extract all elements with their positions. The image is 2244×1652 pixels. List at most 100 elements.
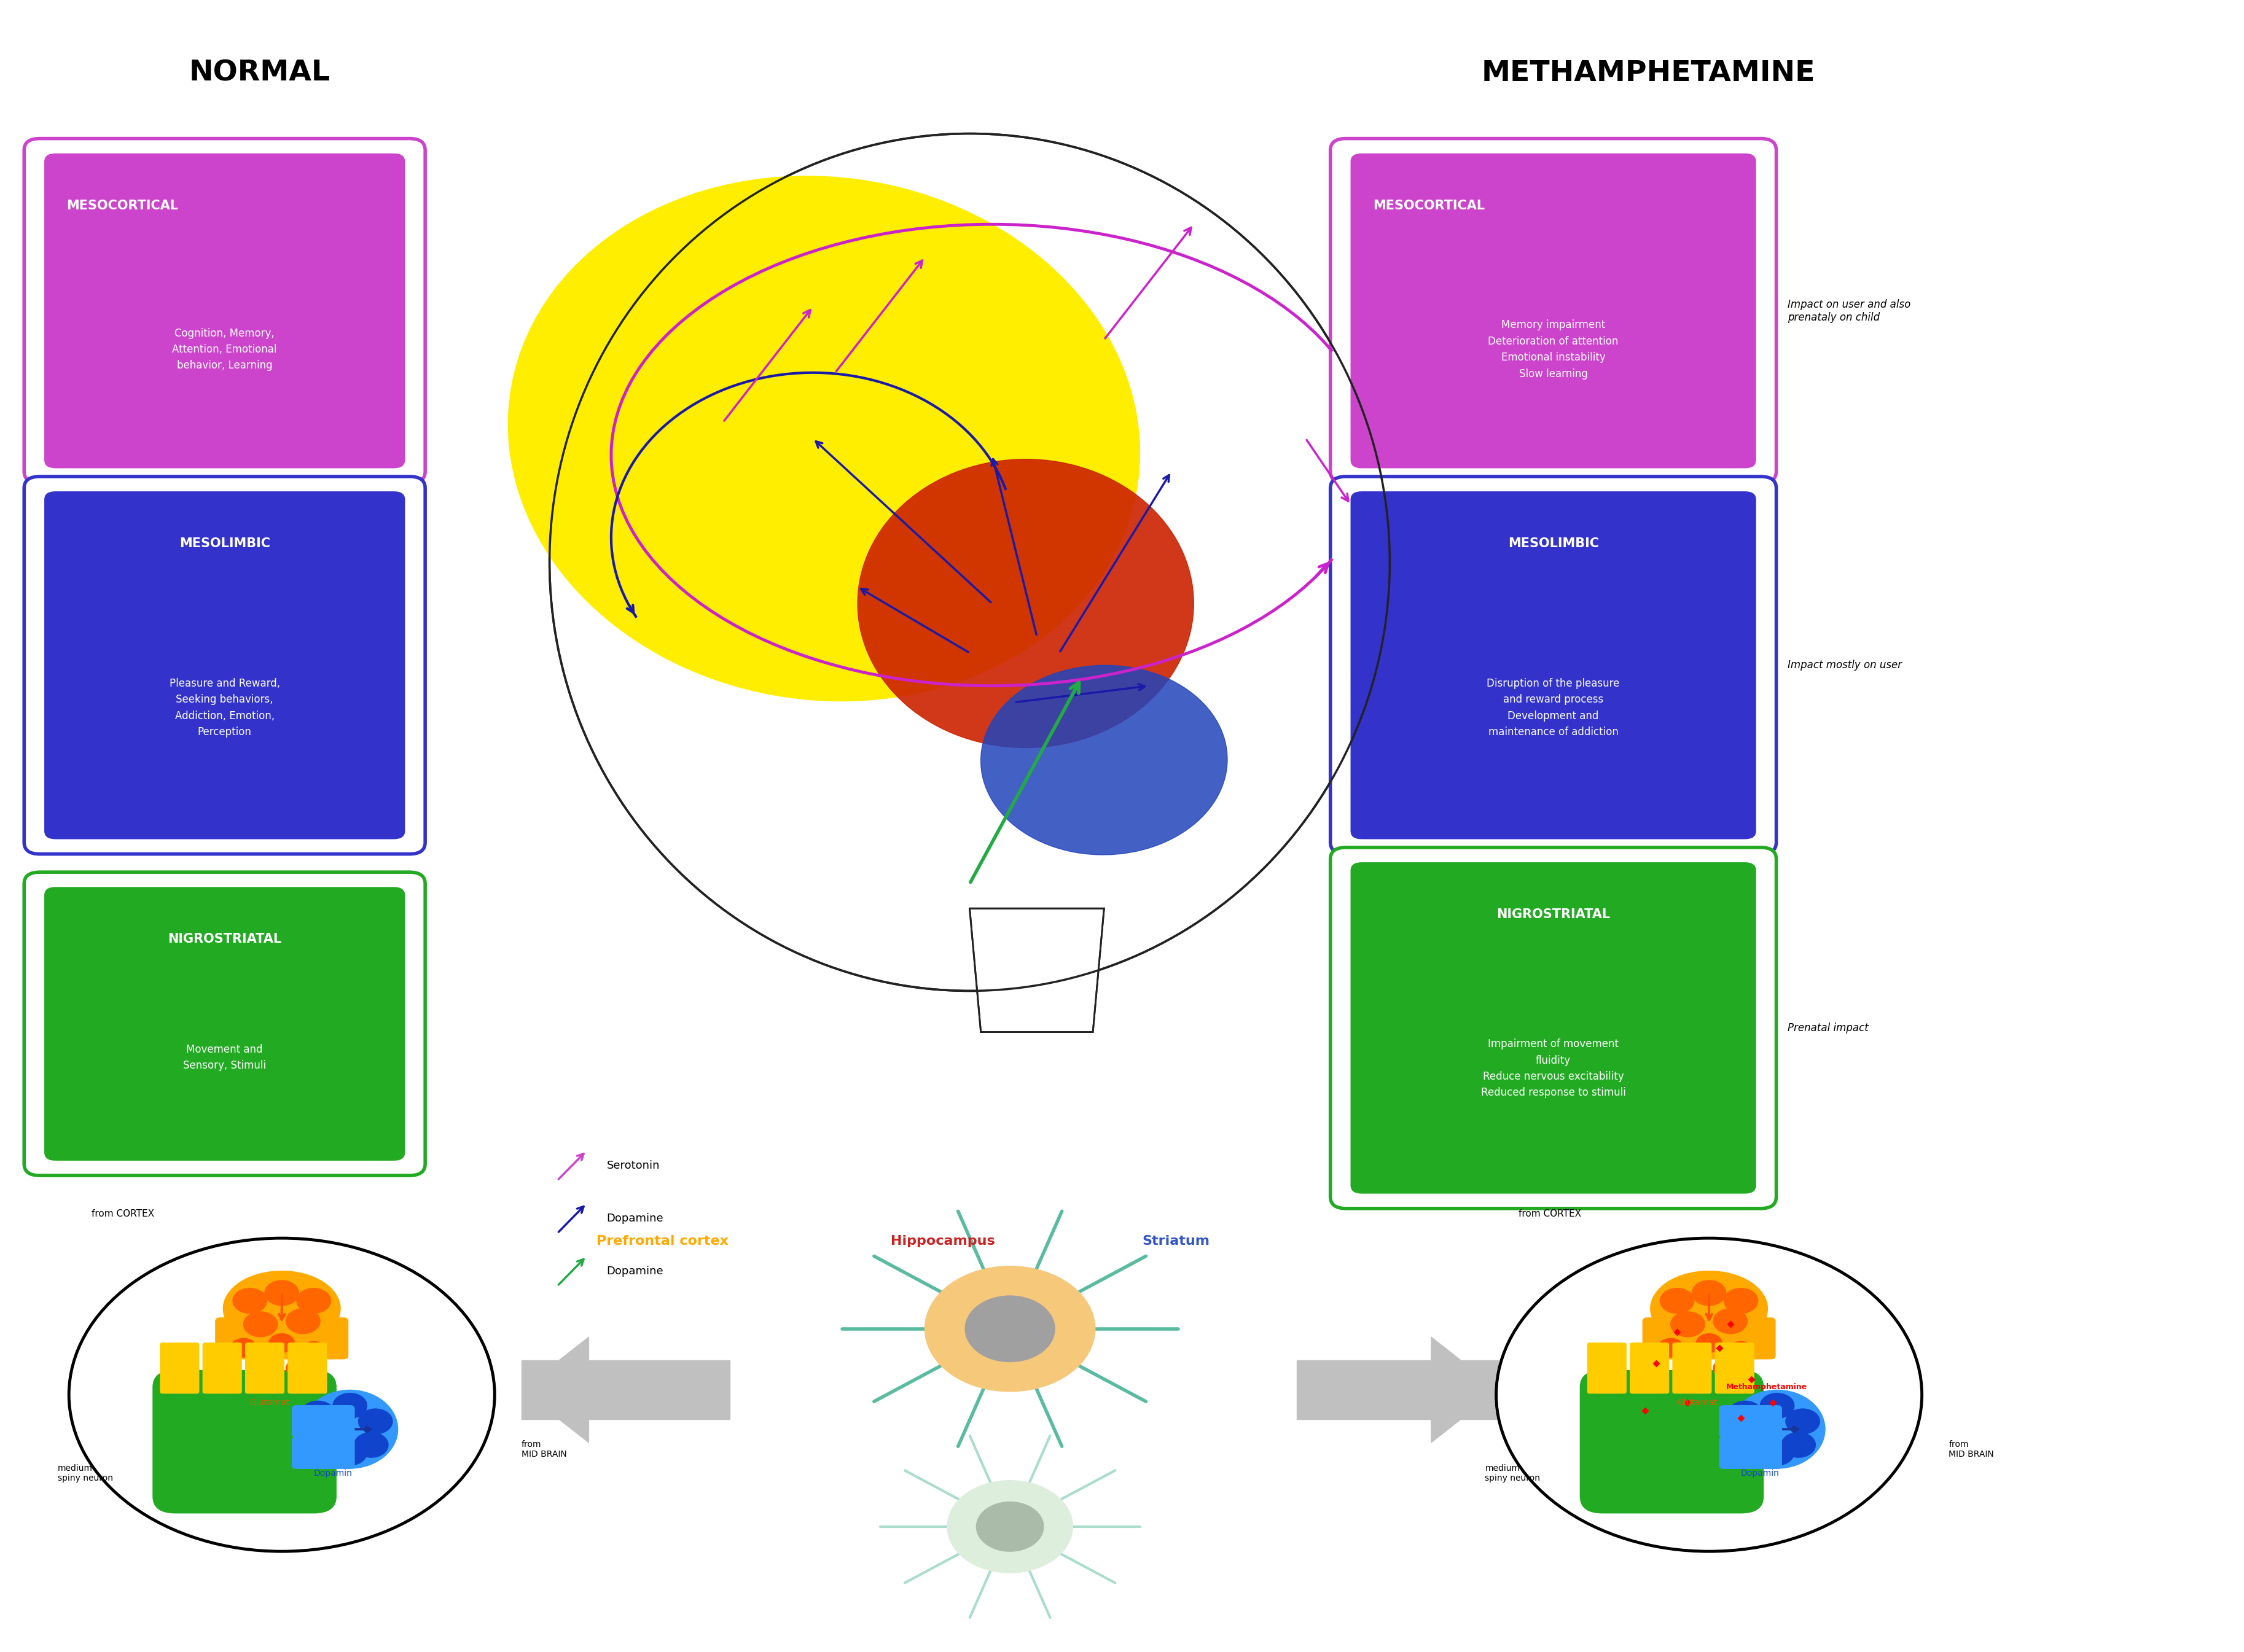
Text: Impact mostly on user: Impact mostly on user (1788, 659, 1901, 671)
FancyBboxPatch shape (202, 1343, 242, 1393)
FancyBboxPatch shape (1580, 1371, 1764, 1513)
Circle shape (242, 1312, 278, 1336)
FancyBboxPatch shape (25, 476, 424, 854)
Text: NIGROSTRIATAL: NIGROSTRIATAL (168, 933, 280, 945)
Circle shape (1759, 1441, 1795, 1465)
Text: Dopamin: Dopamin (1741, 1469, 1779, 1477)
FancyBboxPatch shape (159, 1343, 200, 1393)
Text: Movement and
Sensory, Stimuli: Movement and Sensory, Stimuli (184, 1044, 267, 1070)
Text: MESOLIMBIC: MESOLIMBIC (1508, 537, 1598, 550)
Circle shape (1712, 1308, 1748, 1333)
FancyBboxPatch shape (1643, 1318, 1681, 1360)
Text: Impact on user and also
prenataly on child: Impact on user and also prenataly on chi… (1788, 299, 1910, 322)
Circle shape (1692, 1280, 1726, 1305)
Circle shape (285, 1308, 321, 1333)
FancyBboxPatch shape (280, 1318, 319, 1360)
Ellipse shape (222, 1270, 341, 1346)
Circle shape (70, 1237, 494, 1551)
Polygon shape (1432, 1336, 1499, 1442)
Text: Glutamat: Glutamat (249, 1398, 289, 1408)
Ellipse shape (857, 459, 1194, 748)
Circle shape (1786, 1409, 1820, 1434)
FancyBboxPatch shape (292, 1437, 355, 1469)
FancyBboxPatch shape (1351, 154, 1757, 468)
Polygon shape (521, 1336, 588, 1442)
Polygon shape (969, 909, 1104, 1032)
Text: Memory impairment
Deterioration of attention
Emotional instability
Slow learning: Memory impairment Deterioration of atten… (1488, 319, 1618, 380)
FancyBboxPatch shape (1331, 847, 1777, 1209)
Text: Dopamin: Dopamin (314, 1469, 352, 1477)
Text: Dopamine: Dopamine (606, 1213, 664, 1224)
Circle shape (1672, 1312, 1705, 1336)
Text: Methamphetamine: Methamphetamine (1726, 1383, 1806, 1391)
Text: medium
spiny neuron: medium spiny neuron (1486, 1464, 1539, 1482)
Circle shape (925, 1265, 1095, 1391)
Circle shape (332, 1441, 368, 1465)
Ellipse shape (1652, 1270, 1768, 1346)
Ellipse shape (303, 1389, 397, 1469)
Circle shape (947, 1480, 1073, 1573)
Text: MESOCORTICAL: MESOCORTICAL (1373, 200, 1486, 211)
Circle shape (1739, 1424, 1773, 1449)
Circle shape (1658, 1338, 1683, 1358)
Ellipse shape (550, 134, 1389, 991)
FancyBboxPatch shape (245, 1343, 285, 1393)
FancyBboxPatch shape (45, 491, 404, 839)
Circle shape (1661, 1289, 1694, 1313)
Circle shape (332, 1393, 368, 1419)
Text: Cognition, Memory,
Attention, Emotional
behavior, Learning: Cognition, Memory, Attention, Emotional … (173, 327, 276, 372)
Text: from CORTEX: from CORTEX (92, 1209, 155, 1219)
Text: Glutamat: Glutamat (1676, 1398, 1717, 1408)
FancyBboxPatch shape (1331, 139, 1777, 482)
Text: Striatum: Striatum (1142, 1236, 1210, 1247)
Text: Disruption of the pleasure
and reward process
Development and
maintenance of add: Disruption of the pleasure and reward pr… (1488, 677, 1620, 738)
Text: Hippocampus: Hippocampus (891, 1236, 994, 1247)
FancyBboxPatch shape (25, 872, 424, 1176)
Circle shape (1723, 1289, 1757, 1313)
Circle shape (359, 1409, 393, 1434)
Ellipse shape (1730, 1389, 1824, 1469)
Text: METHAMPHETAMINE: METHAMPHETAMINE (1481, 59, 1815, 88)
FancyBboxPatch shape (1737, 1318, 1775, 1360)
FancyBboxPatch shape (153, 1371, 337, 1513)
Circle shape (1782, 1432, 1815, 1457)
Circle shape (296, 1289, 330, 1313)
FancyBboxPatch shape (1672, 1343, 1712, 1393)
Circle shape (1712, 1358, 1739, 1378)
Circle shape (965, 1295, 1055, 1361)
FancyBboxPatch shape (45, 154, 404, 468)
Circle shape (285, 1358, 312, 1378)
Circle shape (1728, 1401, 1762, 1426)
Circle shape (312, 1424, 346, 1449)
Circle shape (1759, 1393, 1795, 1419)
Text: from
MID BRAIN: from MID BRAIN (1948, 1441, 1995, 1459)
Circle shape (355, 1432, 388, 1457)
FancyBboxPatch shape (1351, 491, 1757, 839)
Text: from
MID BRAIN: from MID BRAIN (521, 1441, 568, 1459)
FancyBboxPatch shape (1714, 1343, 1755, 1393)
Circle shape (976, 1502, 1043, 1551)
Circle shape (301, 1401, 334, 1426)
Circle shape (269, 1333, 294, 1353)
Circle shape (265, 1280, 298, 1305)
FancyBboxPatch shape (310, 1318, 348, 1360)
FancyBboxPatch shape (215, 1318, 254, 1360)
Circle shape (231, 1338, 256, 1358)
Text: NORMAL: NORMAL (188, 59, 330, 88)
Text: MESOCORTICAL: MESOCORTICAL (67, 200, 180, 211)
FancyBboxPatch shape (1331, 476, 1777, 854)
Text: MESOLIMBIC: MESOLIMBIC (180, 537, 269, 550)
Circle shape (233, 1289, 267, 1313)
FancyBboxPatch shape (292, 1406, 355, 1437)
Circle shape (1696, 1333, 1721, 1353)
Text: Prenatal impact: Prenatal impact (1788, 1023, 1869, 1034)
Text: from CORTEX: from CORTEX (1519, 1209, 1582, 1219)
Text: Impairment of movement
fluidity
Reduce nervous excitability
Reduced response to : Impairment of movement fluidity Reduce n… (1481, 1039, 1625, 1099)
FancyBboxPatch shape (1629, 1343, 1670, 1393)
FancyBboxPatch shape (1587, 1343, 1627, 1393)
Text: Serotonin: Serotonin (606, 1160, 660, 1171)
FancyBboxPatch shape (1719, 1406, 1782, 1437)
Circle shape (1728, 1341, 1755, 1360)
FancyBboxPatch shape (45, 887, 404, 1161)
FancyBboxPatch shape (25, 139, 424, 482)
